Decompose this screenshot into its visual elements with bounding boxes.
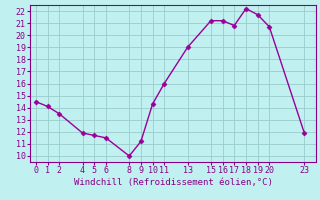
X-axis label: Windchill (Refroidissement éolien,°C): Windchill (Refroidissement éolien,°C): [74, 178, 272, 187]
